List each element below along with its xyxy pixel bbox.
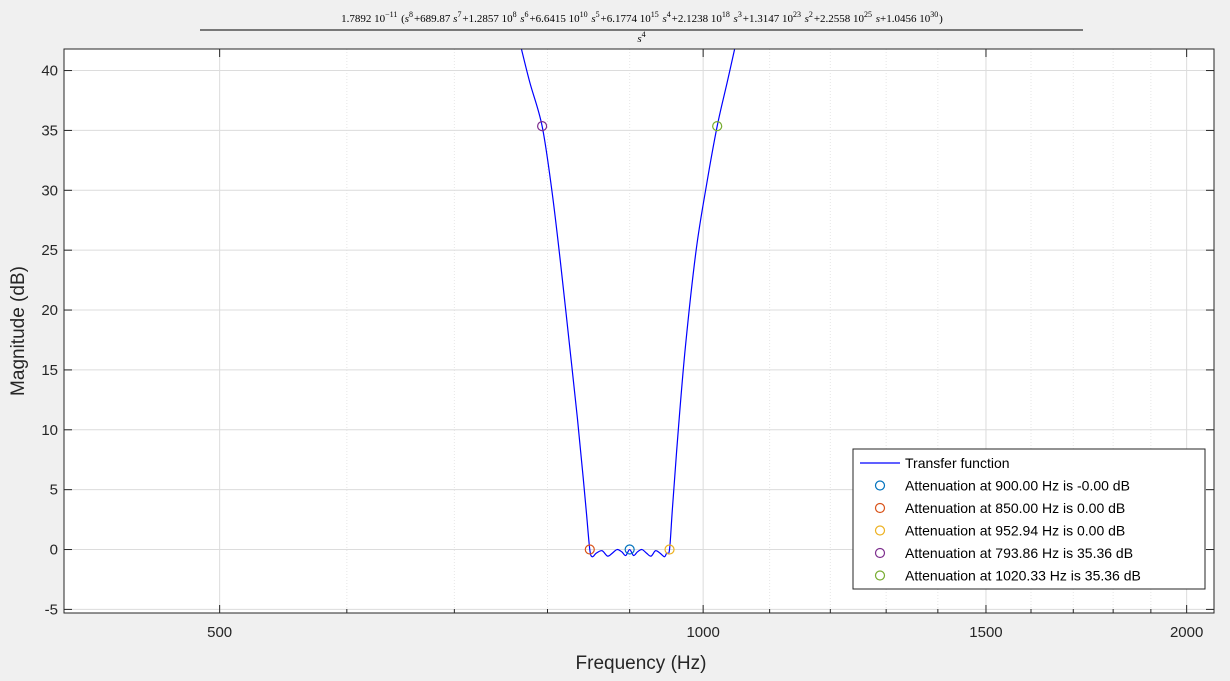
attenuation-marker-3 xyxy=(664,544,675,555)
attenuation-marker-5 xyxy=(712,121,723,132)
transfer-function-line xyxy=(520,49,736,558)
major-grid xyxy=(64,49,1214,613)
legend-entry-label: Attenuation at 952.94 Hz is 0.00 dB xyxy=(905,523,1125,539)
legend-marker-swatch xyxy=(874,480,886,491)
attenuation-marker-4 xyxy=(537,121,548,132)
legend-entry-label: Attenuation at 1020.33 Hz is 35.36 dB xyxy=(905,568,1141,584)
legend-entry-label: Attenuation at 793.86 Hz is 35.36 dB xyxy=(905,545,1133,561)
x-axis-label: Frequency (Hz) xyxy=(576,653,707,674)
y-tick-label: 40 xyxy=(41,63,58,80)
legend-marker-swatch xyxy=(874,570,886,581)
y-tick-labels: -5 0 5 10 15 20 25 30 35 40 xyxy=(41,63,58,619)
attenuation-marker-2 xyxy=(584,544,595,555)
transfer-function-title: 1.7892 10−11 (s8 +689.87 s7 +1.2857 108 … xyxy=(341,10,943,25)
x-tick-label: 1000 xyxy=(686,624,719,641)
legend-entry-label: Attenuation at 850.00 Hz is 0.00 dB xyxy=(905,500,1125,516)
y-tick-label: 20 xyxy=(41,302,58,319)
x-tick-labels: 500 1000 1500 2000 xyxy=(207,624,1203,641)
x-tick-label: 1500 xyxy=(969,624,1002,641)
y-axis-label: Magnitude (dB) xyxy=(8,266,29,396)
y-tick-label: 0 xyxy=(50,542,58,559)
legend-box xyxy=(852,448,1206,590)
x-tick-label: 2000 xyxy=(1170,624,1203,641)
legend-entry-label: Attenuation at 900.00 Hz is -0.00 dB xyxy=(905,478,1130,494)
y-tick-label: 30 xyxy=(41,182,58,199)
legend-marker-swatch xyxy=(874,525,886,536)
x-tick-label: 500 xyxy=(207,624,232,641)
y-tick-label: 15 xyxy=(41,362,58,379)
legend[interactable]: Transfer function Attenuation at 900.00 H… xyxy=(852,448,1206,590)
title-denominator: s4 xyxy=(637,30,646,45)
y-tick-label: 35 xyxy=(41,122,58,139)
plot-content xyxy=(520,49,736,558)
axes-box xyxy=(63,48,1215,614)
y-tick-label: 10 xyxy=(41,422,58,439)
minor-grid xyxy=(346,49,1152,613)
y-tick-label: 25 xyxy=(41,242,58,259)
tick-marks xyxy=(64,49,1214,613)
attenuation-marker-1 xyxy=(624,544,635,555)
y-tick-label: 5 xyxy=(50,482,58,499)
legend-marker-swatch xyxy=(874,502,886,514)
legend-marker-swatch xyxy=(874,547,886,559)
y-tick-label: -5 xyxy=(45,601,58,618)
legend-entry-label: Transfer function xyxy=(905,455,1010,471)
